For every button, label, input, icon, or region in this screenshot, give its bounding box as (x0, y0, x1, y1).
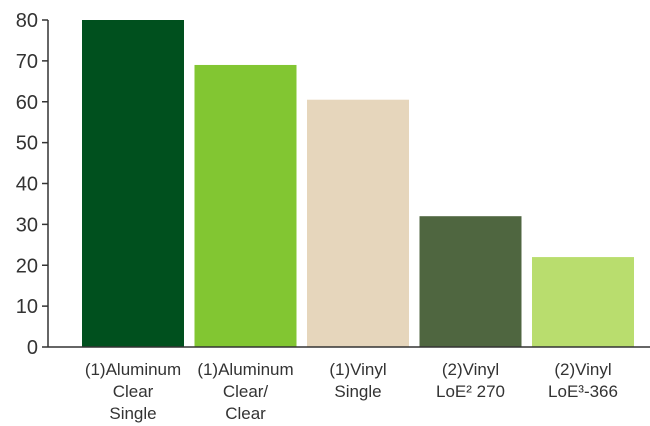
bar (532, 257, 634, 347)
y-axis: 0 10 20 30 40 50 60 70 80 (16, 10, 49, 359)
y-tick-label: 0 (27, 337, 38, 359)
x-category-label: (1)Aluminum Clear Single (85, 360, 181, 423)
y-tick-label: 60 (16, 92, 38, 114)
y-tick-label: 30 (16, 214, 38, 236)
y-tick-label: 50 (16, 133, 38, 155)
bar (82, 20, 184, 347)
x-category-label: (1)Aluminum Clear/Clear (197, 360, 293, 423)
y-tick-label: 40 (16, 174, 38, 196)
x-axis: (1)Aluminum Clear Single (1)Aluminum Clear/C… (48, 346, 650, 423)
bar (194, 64, 297, 348)
x-category-label: (2)Vinyl LoE³-366 (548, 360, 618, 401)
x-category-label: (2)Vinyl LoE² 270 (436, 360, 505, 401)
x-category-label: (1)Vinyl Single (329, 360, 386, 401)
y-tick-label: 10 (16, 296, 38, 318)
y-tick-label: 20 (16, 255, 38, 277)
y-tick-label: 80 (16, 10, 38, 32)
bars (82, 20, 634, 348)
y-tick-label: 70 (16, 51, 38, 73)
bar (307, 99, 409, 347)
bar (419, 216, 522, 347)
